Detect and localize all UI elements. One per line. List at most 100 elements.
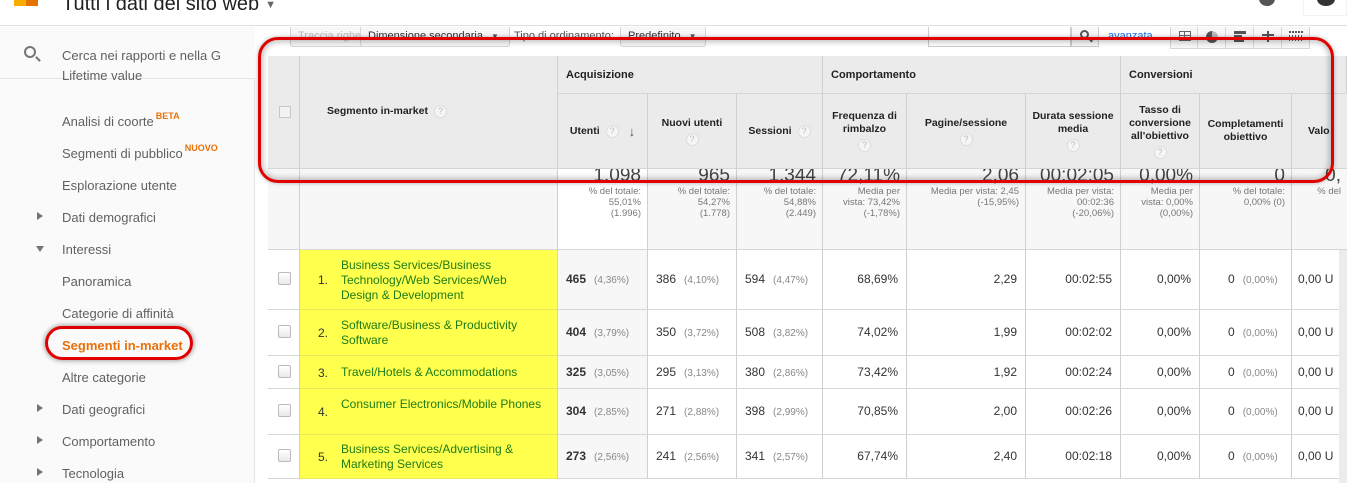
- sort-type-dropdown[interactable]: Predefinito ▼: [620, 27, 706, 47]
- cell-percent: (3,79%): [594, 328, 630, 339]
- row-index: 1.: [318, 273, 329, 287]
- cell-goal-completions: 0 (0,00%): [1200, 250, 1292, 310]
- total-value: 1.344: [768, 169, 816, 186]
- performance-view-button[interactable]: [1226, 27, 1254, 49]
- sidebar-item[interactable]: Lifetime value: [0, 68, 255, 105]
- sidebar-item[interactable]: Esplorazione utente: [0, 169, 255, 201]
- sidebar-item[interactable]: Segmenti in-market: [0, 329, 255, 361]
- cell-value: 0,00 U: [1298, 404, 1334, 418]
- help-icon[interactable]: ?: [433, 105, 447, 118]
- sidebar-item[interactable]: Analisi di coorte BETA: [0, 105, 255, 137]
- segment-link[interactable]: Consumer Electronics/Mobile Phones: [341, 397, 542, 411]
- collapsed-arrow-icon: [37, 212, 43, 220]
- row-checkbox[interactable]: [278, 404, 291, 417]
- cell-value: 74,02%: [857, 325, 898, 339]
- pie-view-button[interactable]: [1198, 27, 1226, 49]
- column-header-goal-value[interactable]: Valo: [1292, 94, 1347, 169]
- select-all-checkbox[interactable]: [279, 106, 291, 118]
- segment-link[interactable]: Business Services/Advertising & Marketin…: [341, 442, 514, 471]
- total-comparison: % del: [1317, 186, 1341, 197]
- row-checkbox[interactable]: [278, 272, 291, 285]
- performance-view-icon: [1234, 31, 1246, 42]
- sidebar-item[interactable]: Dati demografici: [0, 201, 255, 233]
- collapsed-arrow-icon: [37, 436, 43, 444]
- column-header-goal-conversion-rate[interactable]: Tasso di conversione all'obiettivo?: [1121, 94, 1200, 169]
- sidebar-item[interactable]: Interessi: [0, 233, 255, 265]
- sidebar-item[interactable]: Panoramica: [0, 265, 255, 297]
- sort-descending-icon[interactable]: ↓: [628, 123, 636, 139]
- column-header-bounce-rate[interactable]: Frequenza di rimbalzo?: [823, 94, 907, 169]
- table-filter-input[interactable]: [928, 27, 1071, 47]
- sidebar-item-label: Segmenti di pubblico NUOVO: [62, 143, 218, 161]
- table-toolbar: Traccia righe Dimensione secondaria ▼ Tip…: [256, 27, 1347, 49]
- pivot-view-button[interactable]: [1282, 27, 1310, 49]
- filter-search-button[interactable]: [1071, 27, 1099, 47]
- sidebar-item[interactable]: Altre categorie: [0, 361, 255, 393]
- select-all-cell: [268, 56, 300, 169]
- report-search[interactable]: Cerca nei rapporti e nella G: [0, 27, 255, 79]
- view-selector[interactable]: Tutti i dati del sito web ▼: [62, 0, 276, 16]
- row-checkbox[interactable]: [278, 449, 291, 462]
- row-checkbox[interactable]: [278, 364, 291, 378]
- top-bar: Tutti i dati del sito web ▼: [0, 0, 1347, 26]
- cell-value: 341 (2,57%): [745, 449, 809, 463]
- help-icon[interactable]: ?: [605, 124, 619, 138]
- plot-rows-button[interactable]: Traccia righe: [290, 27, 370, 47]
- search-input[interactable]: Cerca nei rapporti e nella G: [62, 48, 221, 63]
- group-header-behavior: Comportamento: [823, 56, 1121, 94]
- total-value: 0,00%: [1139, 169, 1193, 186]
- report-table: Segmento in-market? Acquisizione Comport…: [268, 56, 1347, 483]
- avatar[interactable]: [1317, 0, 1335, 6]
- help-icon[interactable]: ?: [685, 132, 699, 146]
- help-icon[interactable]: [1259, 0, 1275, 6]
- column-header-pages-per-session[interactable]: Pagine/sessione?: [907, 94, 1026, 169]
- help-icon[interactable]: ?: [858, 139, 871, 152]
- cell-goal-conversion-rate: 0,00%: [1121, 389, 1200, 435]
- sidebar-item[interactable]: Segmenti di pubblico NUOVO: [0, 137, 255, 169]
- advanced-filter-link[interactable]: avanzata: [1108, 30, 1153, 42]
- cell-percent: (3,13%): [684, 367, 720, 379]
- row-select-cell: [268, 389, 300, 435]
- notifications-icon[interactable]: [1222, 0, 1234, 2]
- secondary-dimension-dropdown[interactable]: Dimensione secondaria ▼: [360, 27, 510, 47]
- cell-percent: (4,36%): [594, 275, 630, 286]
- column-label: Durata sessione media: [1032, 110, 1114, 135]
- segment-link[interactable]: Software/Business & Productivity Softwar…: [341, 318, 518, 347]
- sidebar-item[interactable]: Dati geografici: [0, 393, 255, 425]
- cell-users: 325 (3,05%): [558, 356, 648, 389]
- column-header-goal-completions[interactable]: Completamenti obiettivo: [1200, 94, 1292, 169]
- column-header-sessions[interactable]: Sessioni?: [737, 94, 823, 169]
- total-pages-per-session: 2,06 Media per vista: 2,45 (-15,95%): [907, 169, 1026, 250]
- sidebar-item[interactable]: Tecnologia: [0, 457, 255, 489]
- horizontal-scroll-edge[interactable]: [1339, 250, 1347, 483]
- help-icon[interactable]: ?: [959, 132, 973, 146]
- total-value: 965: [698, 169, 730, 186]
- cell-value: 00:02:26: [1065, 404, 1112, 418]
- sidebar-item[interactable]: Categorie di affinità: [0, 297, 255, 329]
- dropdown-arrow-icon: ▼: [490, 32, 499, 41]
- cell-goal-value: 0,00 U: [1292, 389, 1347, 435]
- dimension-header[interactable]: Segmento in-market?: [300, 56, 558, 169]
- cell-bounce-rate: 70,85%: [823, 389, 907, 435]
- help-icon[interactable]: ?: [1066, 139, 1080, 152]
- column-header-avg-session-duration[interactable]: Durata sessione media?: [1026, 94, 1121, 169]
- cell-goal-completions: 0 (0,00%): [1200, 389, 1292, 435]
- cell-goal-completions: 0 (0,00%): [1200, 310, 1292, 356]
- search-icon: [24, 46, 36, 58]
- cell-sessions: 508 (3,82%): [737, 310, 823, 356]
- total-comparison: % del totale: 0,00% (0): [1232, 186, 1285, 208]
- sidebar-item[interactable]: Comportamento: [0, 425, 255, 457]
- segment-link[interactable]: Business Services/Business Technology/We…: [341, 257, 507, 302]
- row-checkbox[interactable]: [278, 325, 291, 338]
- segment-cell: 1. Business Services/Business Technology…: [300, 250, 558, 310]
- cell-users: 273 (2,56%): [558, 435, 648, 479]
- cell-avg-session-duration: 00:02:02: [1026, 310, 1121, 356]
- help-icon[interactable]: ?: [797, 124, 811, 138]
- comparison-view-button[interactable]: [1254, 27, 1282, 49]
- table-view-button[interactable]: [1170, 27, 1198, 49]
- column-header-users[interactable]: Utenti? ↓: [558, 94, 648, 169]
- column-header-new-users[interactable]: Nuovi utenti?: [648, 94, 737, 169]
- segment-link[interactable]: Travel/Hotels & Accommodations: [341, 365, 518, 379]
- help-icon[interactable]: ?: [1153, 145, 1167, 159]
- cell-percent: (3,72%): [684, 328, 720, 339]
